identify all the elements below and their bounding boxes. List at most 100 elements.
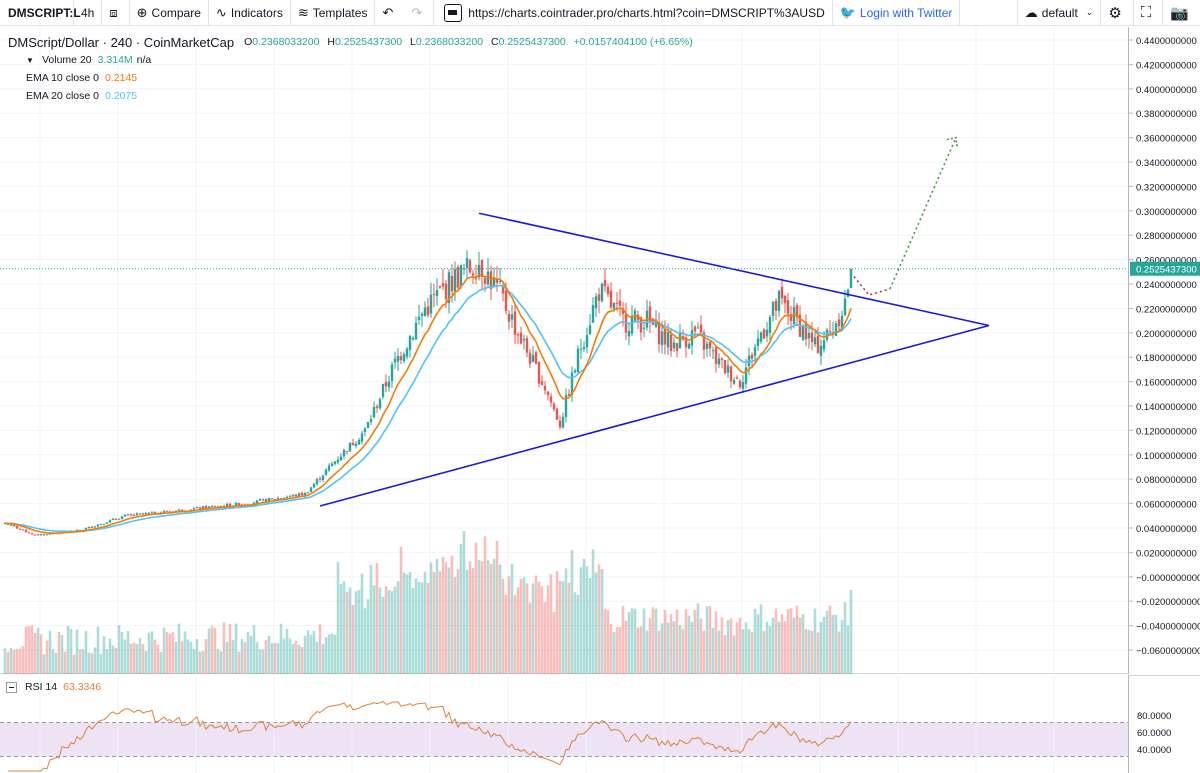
- price-tick: 0.2600000000: [1136, 256, 1197, 267]
- candle-body: [543, 385, 547, 391]
- volume-bar: [840, 620, 844, 674]
- volume-bar: [603, 608, 607, 674]
- volume-bar: [408, 572, 412, 674]
- volume-bar: [6, 652, 10, 674]
- compare-label: Compare: [151, 5, 201, 20]
- rsi-chart[interactable]: [0, 675, 1128, 773]
- candle-body: [747, 355, 751, 367]
- current-price-label: 0.2525437300: [1136, 265, 1197, 276]
- volume-bar: [756, 614, 760, 674]
- volume-bar: [453, 576, 457, 674]
- candle-body: [837, 319, 841, 327]
- ema10-legend-row[interactable]: EMA 10 close 0 0.2145: [8, 69, 698, 87]
- templates-button[interactable]: ≋ Templates: [291, 0, 376, 26]
- rsi-line: [8, 700, 852, 772]
- price-tick: 0.0400000000: [1136, 524, 1197, 535]
- candle-body: [498, 281, 502, 283]
- fullscreen-button[interactable]: ⛶: [1132, 0, 1163, 26]
- volume-bar: [105, 649, 109, 674]
- interval-button[interactable]: 4h: [74, 0, 103, 26]
- volume-legend-row[interactable]: ▼ Volume 20 3.314M n/a: [8, 51, 698, 69]
- volume-bars: [3, 531, 853, 674]
- volume-bar: [393, 586, 397, 674]
- volume-bar: [846, 625, 850, 674]
- candle-body: [468, 260, 472, 273]
- collapse-caret-icon[interactable]: ▼: [26, 55, 34, 65]
- candle-body: [816, 335, 820, 353]
- twitter-login-button[interactable]: 🐦 Login with Twitter: [833, 0, 961, 26]
- compare-button[interactable]: ⊕ Compare: [130, 0, 209, 26]
- candle-body: [834, 323, 838, 336]
- candle-body: [666, 331, 670, 348]
- candle-body: [435, 290, 439, 296]
- volume-bar: [228, 623, 232, 674]
- candle-body: [306, 492, 310, 494]
- rsi-pane[interactable]: [0, 675, 1128, 773]
- volume-bar: [630, 608, 634, 674]
- main-chart-pane[interactable]: [0, 27, 1128, 674]
- volume-bar: [321, 644, 325, 674]
- symbol-search-button[interactable]: DMSCRIPT:L: [0, 0, 81, 26]
- volume-bar: [684, 609, 688, 674]
- candle-body: [792, 307, 796, 325]
- volume-bar: [810, 630, 814, 674]
- candle-body: [420, 313, 424, 316]
- candle-body: [819, 345, 823, 356]
- candle-body: [453, 269, 457, 292]
- candle-body: [219, 505, 223, 507]
- candle-body: [759, 332, 763, 342]
- url-link[interactable]: https://charts.cointrader.pro/charts.htm…: [434, 0, 833, 26]
- indicators-button[interactable]: ∿ Indicators: [209, 0, 291, 26]
- candle-body: [411, 338, 415, 340]
- candle-body: [600, 283, 604, 302]
- volume-bar: [672, 621, 676, 674]
- volume-bar: [57, 631, 61, 674]
- chart-style-button[interactable]: ⧈: [102, 0, 130, 26]
- candle-body: [126, 514, 130, 516]
- candle-body: [840, 315, 844, 329]
- candle-body: [450, 275, 454, 292]
- projection-arrowhead: [946, 136, 958, 147]
- open-value: 0.2368033200: [252, 36, 320, 48]
- volume-bar: [495, 540, 499, 674]
- candle-body: [708, 341, 712, 349]
- settings-button[interactable]: ⚙: [1100, 0, 1132, 26]
- rsi-tick: 80.0000: [1137, 711, 1171, 722]
- candle-body: [396, 355, 400, 362]
- price-chart[interactable]: [0, 27, 1128, 674]
- volume-bar: [48, 630, 52, 674]
- candle-body: [492, 277, 496, 287]
- interval-label: 4h: [81, 5, 95, 20]
- volume-bar: [507, 576, 511, 674]
- collapse-box-icon[interactable]: [6, 681, 17, 693]
- screenshot-button[interactable]: 📷: [1162, 0, 1200, 26]
- candle-body: [330, 463, 334, 467]
- candle-body: [96, 524, 100, 527]
- candle-body: [570, 372, 574, 396]
- volume-bar: [150, 631, 154, 674]
- volume-bar: [633, 608, 637, 674]
- volume-bar: [135, 643, 139, 674]
- volume-bar: [801, 614, 805, 674]
- candle-body: [291, 494, 295, 497]
- volume-bar: [438, 571, 442, 674]
- candle-body: [735, 377, 739, 379]
- ema20-legend-row[interactable]: EMA 20 close 0 0.2075: [8, 87, 698, 105]
- volume-bar: [591, 549, 595, 674]
- volume-bar: [108, 638, 112, 674]
- volume-bar: [222, 622, 226, 674]
- layout-dropdown[interactable]: ☁ default ⌄: [1016, 0, 1101, 26]
- volume-bar: [561, 581, 565, 674]
- price-axis[interactable]: 0.4400000000 0.4200000000 0.4000000000 0.38…: [1128, 27, 1200, 674]
- candle-body: [177, 509, 181, 511]
- rsi-axis[interactable]: 80.0000 60.0000 40.0000: [1128, 675, 1200, 773]
- candle-body: [516, 334, 520, 336]
- volume-bar: [360, 573, 364, 674]
- volume-bar: [102, 636, 106, 674]
- volume-bar: [651, 607, 655, 674]
- candle-body: [312, 483, 316, 488]
- volume-bar: [120, 631, 124, 674]
- price-tick: 0.2800000000: [1136, 231, 1197, 242]
- redo-button[interactable]: ↷: [404, 0, 435, 26]
- undo-button[interactable]: ↶: [375, 0, 404, 26]
